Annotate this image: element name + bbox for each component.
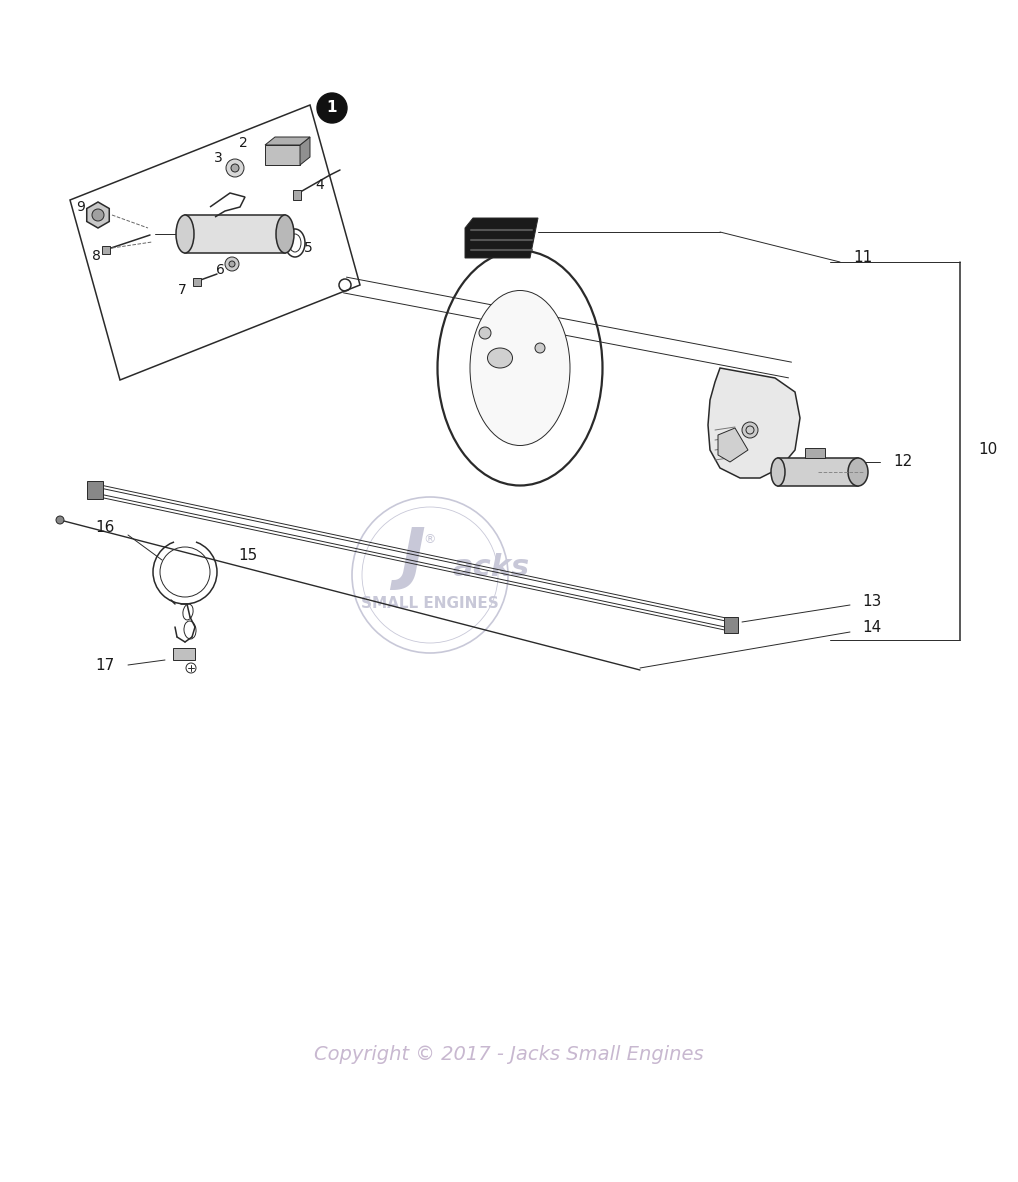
Text: 8: 8 — [92, 249, 101, 264]
Polygon shape — [300, 137, 310, 165]
Ellipse shape — [771, 457, 785, 486]
Polygon shape — [193, 278, 201, 286]
Text: 5: 5 — [303, 241, 313, 255]
Polygon shape — [173, 648, 195, 660]
Ellipse shape — [231, 164, 239, 173]
Text: 17: 17 — [96, 657, 115, 673]
Text: 1: 1 — [327, 100, 337, 116]
Polygon shape — [465, 217, 538, 258]
Circle shape — [742, 422, 758, 439]
Text: 6: 6 — [216, 264, 224, 277]
Polygon shape — [265, 145, 300, 165]
Circle shape — [92, 209, 104, 221]
Text: acks: acks — [452, 552, 529, 582]
Text: ®: ® — [423, 533, 437, 546]
Text: SMALL ENGINES: SMALL ENGINES — [361, 596, 499, 610]
Text: 14: 14 — [862, 621, 882, 636]
Circle shape — [535, 343, 545, 353]
Polygon shape — [805, 448, 825, 457]
Circle shape — [479, 327, 491, 339]
Text: 2: 2 — [238, 136, 247, 150]
Text: 16: 16 — [96, 520, 115, 534]
Ellipse shape — [848, 457, 868, 486]
Polygon shape — [87, 481, 103, 499]
Polygon shape — [265, 137, 310, 145]
Ellipse shape — [488, 348, 512, 368]
Polygon shape — [778, 457, 858, 486]
Circle shape — [225, 256, 239, 271]
Text: 12: 12 — [893, 455, 912, 469]
Polygon shape — [102, 246, 110, 254]
Polygon shape — [724, 617, 738, 634]
Ellipse shape — [176, 215, 194, 253]
Text: 15: 15 — [238, 547, 258, 563]
Text: 11: 11 — [853, 251, 872, 266]
Text: Copyright © 2017 - Jacks Small Engines: Copyright © 2017 - Jacks Small Engines — [315, 1046, 703, 1065]
Ellipse shape — [470, 291, 570, 446]
Circle shape — [56, 517, 64, 524]
Text: J: J — [400, 524, 425, 590]
Text: 10: 10 — [978, 442, 998, 457]
Polygon shape — [718, 428, 748, 462]
Ellipse shape — [226, 160, 244, 177]
Text: 9: 9 — [76, 200, 86, 214]
Polygon shape — [708, 368, 800, 478]
Polygon shape — [185, 215, 285, 253]
Polygon shape — [87, 202, 109, 228]
Circle shape — [317, 93, 347, 123]
Text: 4: 4 — [316, 178, 325, 191]
Text: 13: 13 — [862, 595, 882, 610]
Circle shape — [229, 261, 235, 267]
Text: 3: 3 — [214, 151, 222, 165]
Polygon shape — [293, 190, 301, 200]
Text: 7: 7 — [177, 282, 186, 297]
Ellipse shape — [276, 215, 294, 253]
